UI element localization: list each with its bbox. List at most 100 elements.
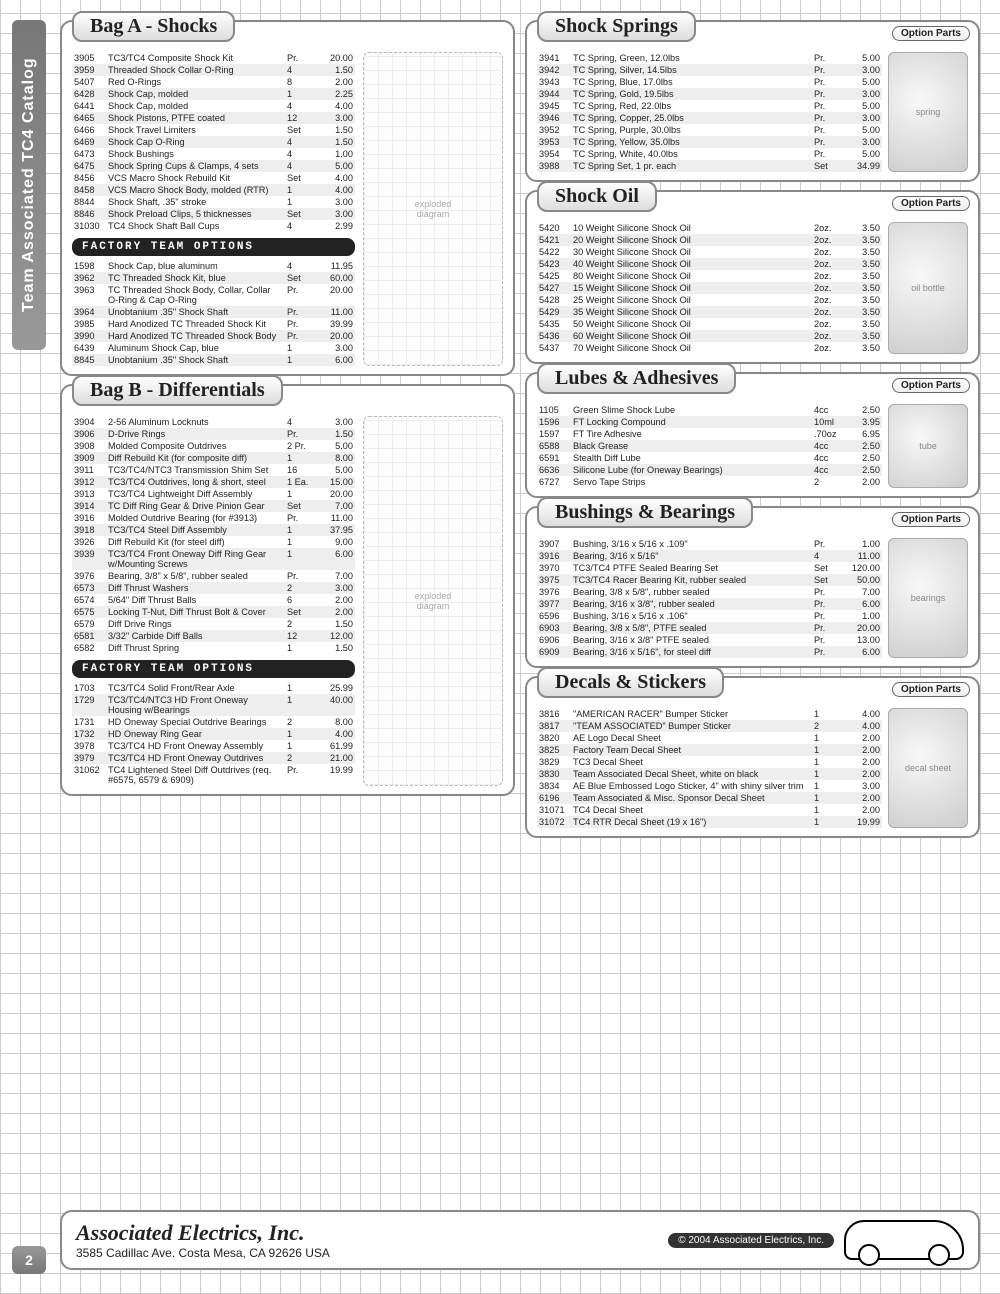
table-cell: 31072: [537, 816, 571, 828]
table-cell: 2.00: [842, 804, 882, 816]
option-parts-badge: Option Parts: [892, 682, 970, 697]
table-cell: 12: [285, 112, 315, 124]
table-cell: 3952: [537, 124, 571, 136]
table-cell: 5423: [537, 258, 571, 270]
panel: Bag A - Shocks3905TC3/TC4 Composite Shoc…: [60, 20, 515, 376]
table-cell: 5428: [537, 294, 571, 306]
page-number: 2: [12, 1246, 46, 1274]
table-row: 6579Diff Drive Rings21.50: [72, 618, 355, 630]
table-cell: TC3/TC4 HD Front Oneway Assembly: [106, 740, 285, 752]
table-row: 1598Shock Cap, blue aluminum411.95: [72, 260, 355, 272]
table-cell: Shock Cap O-Ring: [106, 136, 285, 148]
table-cell: 2.50: [842, 464, 882, 476]
table-cell: Shock Pistons, PTFE coated: [106, 112, 285, 124]
table-cell: 19.99: [315, 764, 355, 786]
table-cell: Pr.: [812, 586, 842, 598]
table-row: 542010 Weight Silicone Shock Oil2oz.3.50: [537, 222, 882, 234]
factory-team-bar: Factory Team Options: [72, 238, 355, 256]
table-cell: 6473: [72, 148, 106, 160]
table-cell: Set: [285, 208, 315, 220]
table-cell: 3.00: [315, 208, 355, 220]
table-cell: 2.50: [842, 452, 882, 464]
option-parts-badge: Option Parts: [892, 378, 970, 393]
table-row: 3942TC Spring, Silver, 14.5lbsPr.3.00: [537, 64, 882, 76]
table-row: 6582Diff Thrust Spring11.50: [72, 642, 355, 654]
table-cell: 6579: [72, 618, 106, 630]
table-cell: 1: [812, 804, 842, 816]
table-cell: 2oz.: [812, 270, 842, 282]
table-cell: 3911: [72, 464, 106, 476]
table-cell: 1: [285, 548, 315, 570]
table-cell: 6441: [72, 100, 106, 112]
table-cell: 80 Weight Silicone Shock Oil: [571, 270, 812, 282]
table-cell: 3.50: [842, 318, 882, 330]
table-row: 3941TC Spring, Green, 12.0lbsPr.5.00: [537, 52, 882, 64]
table-cell: 5425: [537, 270, 571, 282]
table-cell: Pr.: [812, 634, 842, 646]
table-cell: 3964: [72, 306, 106, 318]
table-cell: Pr.: [812, 646, 842, 658]
table-cell: Diff Rebuild Kit (for composite diff): [106, 452, 285, 464]
table-cell: 11.95: [315, 260, 355, 272]
table-row: 3962TC Threaded Shock Kit, blueSet60.00: [72, 272, 355, 284]
table-cell: Set: [812, 160, 842, 172]
table-cell: 1: [285, 740, 315, 752]
table-cell: 35 Weight Silicone Shock Oil: [571, 306, 812, 318]
product-thumb: oil bottle: [888, 222, 968, 354]
table-cell: Pr.: [285, 570, 315, 582]
table-cell: 5407: [72, 76, 106, 88]
table-cell: 15 Weight Silicone Shock Oil: [571, 282, 812, 294]
table-cell: 4: [285, 160, 315, 172]
table-cell: 21.00: [315, 752, 355, 764]
table-cell: 12.00: [315, 630, 355, 642]
table-cell: 3912: [72, 476, 106, 488]
table-row: 6466Shock Travel LimitersSet1.50: [72, 124, 355, 136]
table-cell: Bushing, 3/16 x 5/16 x .106": [571, 610, 812, 622]
table-cell: Stealth Diff Lube: [571, 452, 812, 464]
table-cell: 1: [285, 694, 315, 716]
table-cell: Pr.: [285, 428, 315, 440]
table-cell: 1.50: [315, 136, 355, 148]
table-cell: 11.00: [842, 550, 882, 562]
table-cell: 6: [285, 594, 315, 606]
car-logo-icon: [844, 1220, 964, 1260]
section-title: Lubes & Adhesives: [537, 363, 736, 394]
exploded-diagram: explodeddiagram: [363, 416, 503, 786]
table-cell: TC Diff Ring Gear & Drive Pinion Gear: [106, 500, 285, 512]
parts-table: 3941TC Spring, Green, 12.0lbsPr.5.003942…: [537, 52, 882, 172]
table-cell: 3.50: [842, 270, 882, 282]
table-cell: 3.50: [842, 246, 882, 258]
table-cell: 3.50: [842, 234, 882, 246]
table-row: 542230 Weight Silicone Shock Oil2oz.3.50: [537, 246, 882, 258]
table-cell: 5427: [537, 282, 571, 294]
table-row: 542825 Weight Silicone Shock Oil2oz.3.50: [537, 294, 882, 306]
table-cell: 5.00: [842, 76, 882, 88]
table-cell: Shock Shaft, .35" stroke: [106, 196, 285, 208]
table-cell: Bearing, 3/16 x 5/16", for steel diff: [571, 646, 812, 658]
table-cell: 3944: [537, 88, 571, 100]
table-cell: 3906: [72, 428, 106, 440]
table-row: 3979TC3/TC4 HD Front Oneway Outdrives221…: [72, 752, 355, 764]
table-cell: 8456: [72, 172, 106, 184]
table-cell: 6906: [537, 634, 571, 646]
table-cell: Diff Thrust Spring: [106, 642, 285, 654]
table-row: 6591Stealth Diff Lube4cc2.50: [537, 452, 882, 464]
table-cell: 19.99: [842, 816, 882, 828]
table-cell: 5421: [537, 234, 571, 246]
exploded-diagram: explodeddiagram: [363, 52, 503, 366]
table-cell: 4: [285, 148, 315, 160]
table-cell: 6574: [72, 594, 106, 606]
table-cell: Pr.: [285, 284, 315, 306]
panel: Shock SpringsOption Parts3941TC Spring, …: [525, 20, 980, 182]
table-cell: 3.50: [842, 342, 882, 354]
table-row: 6909Bearing, 3/16 x 5/16", for steel dif…: [537, 646, 882, 658]
table-cell: Bearing, 3/16 x 5/16": [571, 550, 812, 562]
table-cell: 1: [285, 184, 315, 196]
table-cell: TC3/TC4/NTC3 Transmission Shim Set: [106, 464, 285, 476]
table-cell: 6.00: [315, 548, 355, 570]
table-cell: Set: [285, 124, 315, 136]
table-row: 8458VCS Macro Shock Body, molded (RTR)14…: [72, 184, 355, 196]
table-cell: 5.00: [842, 52, 882, 64]
table-cell: 3976: [72, 570, 106, 582]
table-cell: TC3/TC4 Steel Diff Assembly: [106, 524, 285, 536]
